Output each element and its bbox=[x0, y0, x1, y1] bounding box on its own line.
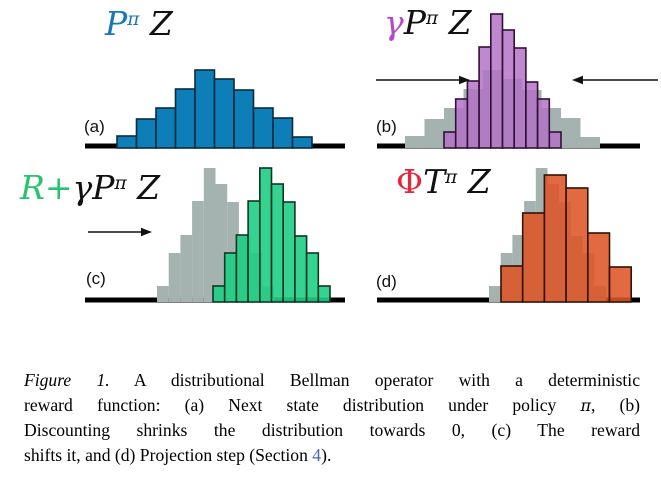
bar-b-shrunk-distribution-purple bbox=[525, 81, 539, 149]
bar-c-previous-distribution-gray bbox=[215, 184, 228, 302]
bar-b-shrunk-distribution-purple bbox=[489, 13, 504, 149]
text-part: Φ bbox=[396, 162, 424, 201]
text-part: Figure 1. bbox=[24, 370, 110, 390]
bar-c-previous-distribution-gray bbox=[157, 286, 169, 302]
text-part: P bbox=[403, 3, 426, 42]
bar-c-shifted-distribution-green bbox=[235, 234, 249, 303]
bar-d-projected-distribution-orange bbox=[586, 232, 611, 303]
bar-c-shifted-distribution-green bbox=[223, 252, 238, 303]
bar-a-next-state-distribution-blue bbox=[135, 118, 157, 149]
text-part: π bbox=[114, 172, 127, 194]
bar-c-shifted-distribution-green bbox=[317, 285, 331, 303]
bar-a-next-state-distribution-blue bbox=[155, 107, 177, 149]
bar-a-next-state-distribution-blue bbox=[272, 117, 294, 149]
text-part: P bbox=[92, 168, 115, 207]
bar-a-next-state-distribution-blue bbox=[233, 89, 255, 149]
arrow-head-b bbox=[572, 75, 583, 85]
bar-a-next-state-distribution-blue bbox=[291, 136, 313, 149]
caption-line: reward function: (a) Next state distribu… bbox=[24, 393, 640, 419]
panel-a-formula: Pπ Z bbox=[105, 4, 173, 43]
panel-b-formula: γPπ Z bbox=[384, 3, 472, 42]
bar-b-shrunk-distribution-purple bbox=[548, 131, 562, 149]
text-part: ). bbox=[321, 445, 332, 466]
bar-b-shrunk-distribution-purple bbox=[443, 131, 457, 149]
text-part: γ bbox=[72, 168, 93, 207]
bar-a-next-state-distribution-blue bbox=[194, 69, 216, 149]
text-part: Z bbox=[126, 168, 161, 207]
bar-c-shifted-distribution-green bbox=[294, 235, 308, 303]
text-part: π bbox=[580, 395, 591, 415]
text-part: R+ bbox=[20, 168, 73, 207]
bar-d-projected-distribution-orange bbox=[543, 174, 567, 303]
bar-b-previous-distribution-gray bbox=[424, 119, 444, 148]
bar-d-projected-distribution-orange bbox=[521, 212, 546, 303]
bar-c-shifted-distribution-green bbox=[247, 200, 261, 303]
bar-c-previous-distribution-gray bbox=[192, 201, 204, 302]
arrow-head-c bbox=[141, 227, 152, 237]
bar-d-previous-distribution-gray bbox=[489, 286, 501, 302]
caption-line: shifts it, and (d) Projection step (Sect… bbox=[24, 443, 640, 468]
panel-c-tag: (c) bbox=[86, 269, 106, 288]
bar-d-projected-distribution-orange bbox=[565, 187, 589, 303]
text-part: Discounting shrinks the distribution tow… bbox=[24, 420, 640, 441]
arrow-head-b bbox=[459, 75, 470, 85]
bar-b-shrunk-distribution-purple bbox=[478, 46, 492, 149]
text-part: Z bbox=[438, 3, 472, 42]
bar-c-previous-distribution-gray bbox=[203, 168, 216, 302]
bar-c-shifted-distribution-green bbox=[258, 167, 273, 303]
bar-b-shrunk-distribution-purple bbox=[513, 47, 527, 149]
text-part: A distributional Bellman operator with a… bbox=[109, 370, 640, 390]
bar-c-shifted-distribution-green bbox=[305, 252, 320, 303]
section-4-link[interactable]: 4 bbox=[312, 445, 322, 466]
panel-d-formula: ΦTπ Z bbox=[396, 162, 491, 201]
bar-b-shrunk-distribution-purple bbox=[536, 98, 551, 149]
bar-c-previous-distribution-gray bbox=[168, 253, 181, 302]
bar-a-next-state-distribution-blue bbox=[116, 135, 138, 149]
bar-c-shifted-distribution-green bbox=[282, 201, 296, 303]
panel-a-tag: (a) bbox=[84, 117, 105, 136]
text-part: , (b) bbox=[590, 394, 641, 415]
text-part: T bbox=[423, 162, 446, 201]
panel-c-formula: R+γPπ Z bbox=[20, 168, 161, 207]
panel-d-tag: (d) bbox=[376, 272, 397, 291]
bar-c-shifted-distribution-green bbox=[270, 183, 284, 303]
text-part: π bbox=[127, 8, 140, 30]
bar-a-next-state-distribution-blue bbox=[213, 78, 235, 149]
text-part: π bbox=[425, 7, 439, 29]
bar-b-shrunk-distribution-purple bbox=[501, 29, 515, 149]
bar-d-projected-distribution-orange bbox=[608, 266, 633, 303]
bar-c-previous-distribution-gray bbox=[227, 202, 239, 302]
bar-a-next-state-distribution-blue bbox=[252, 107, 274, 149]
bar-c-shifted-distribution-green bbox=[212, 285, 226, 303]
bar-b-previous-distribution-gray bbox=[580, 137, 600, 148]
panel-b-tag: (b) bbox=[376, 117, 397, 136]
bar-b-shrunk-distribution-purple bbox=[466, 80, 480, 149]
bar-a-next-state-distribution-blue bbox=[174, 88, 196, 149]
text-part: Z bbox=[457, 162, 491, 201]
text-part: π bbox=[445, 166, 458, 188]
figure-caption: Figure 1. A distributional Bellman opera… bbox=[24, 368, 640, 468]
caption-line: Discounting shrinks the distribution tow… bbox=[24, 418, 640, 443]
bar-d-projected-distribution-orange bbox=[500, 265, 524, 303]
figure-canvas bbox=[85, 13, 658, 303]
bar-b-previous-distribution-gray bbox=[561, 118, 581, 148]
bar-b-previous-distribution-gray bbox=[405, 136, 425, 148]
text-part: γ bbox=[384, 3, 404, 42]
bar-b-shrunk-distribution-purple bbox=[454, 98, 469, 149]
text-part: shifts it, and (d) Projection step (Sect… bbox=[24, 445, 313, 466]
text-part: P bbox=[105, 4, 128, 43]
text-part: Z bbox=[139, 4, 173, 43]
text-part: reward function: (a) Next state distribu… bbox=[24, 394, 581, 415]
caption-line: Figure 1. A distributional Bellman opera… bbox=[24, 368, 640, 393]
bar-c-previous-distribution-gray bbox=[180, 235, 193, 302]
